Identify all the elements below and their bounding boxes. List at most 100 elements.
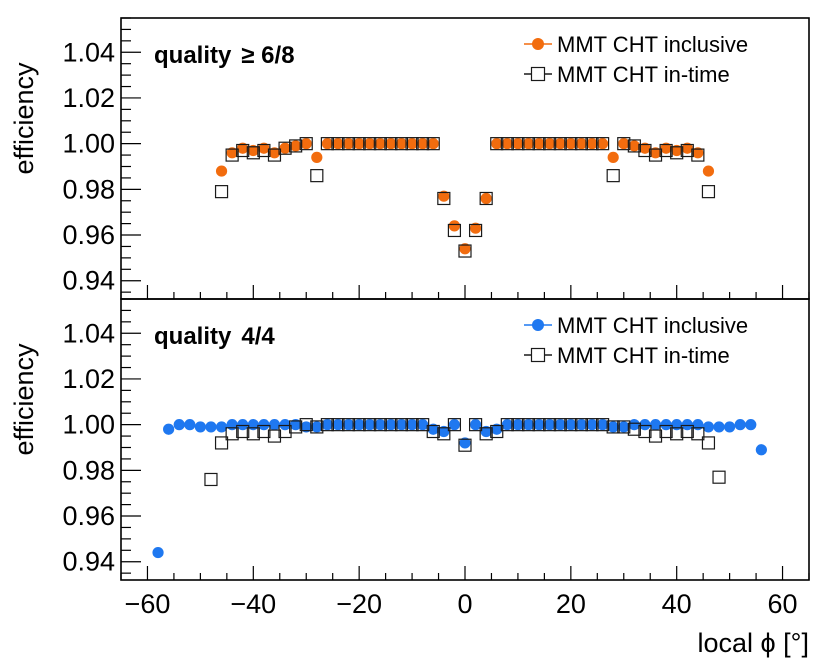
data-point-in-time — [574, 137, 589, 151]
data-point-inclusive — [353, 419, 365, 431]
data-point-in-time — [384, 137, 398, 151]
data-point-inclusive — [374, 138, 386, 150]
data-point-in-time — [426, 137, 440, 151]
data-point-inclusive — [660, 142, 672, 154]
x-tick-label: −60 — [125, 589, 171, 619]
data-point-in-time — [617, 420, 631, 434]
data-point-inclusive — [618, 138, 630, 150]
data-point-in-time — [553, 137, 567, 151]
data-point-inclusive — [438, 425, 450, 438]
data-point-inclusive — [226, 419, 238, 431]
data-point-inclusive — [639, 142, 651, 154]
data-point-in-time — [257, 424, 271, 439]
data-point-in-time — [405, 137, 419, 151]
data-point-in-time — [246, 146, 260, 160]
data-point-in-time — [490, 424, 504, 439]
data-point-inclusive — [353, 138, 365, 150]
data-point-inclusive — [258, 142, 270, 154]
data-point-inclusive — [575, 419, 588, 431]
data-point-inclusive — [417, 138, 429, 150]
data-point-inclusive — [215, 421, 228, 433]
data-point-inclusive — [342, 419, 355, 431]
data-point-in-time — [585, 137, 599, 151]
x-tick-label: −40 — [230, 589, 276, 619]
data-point-in-time — [257, 143, 271, 158]
data-point-inclusive — [406, 138, 418, 150]
data-point-inclusive — [618, 421, 630, 433]
legends: MMT CHT inclusive MMT CHT in-time MMT CHT … — [524, 32, 748, 368]
panel-quality-label: quality ≥ 6/8 — [154, 42, 295, 69]
quality-label-prefix: quality — [154, 42, 232, 69]
data-point-in-time — [543, 137, 557, 151]
data-point-in-time — [225, 148, 239, 162]
data-point-inclusive — [226, 147, 238, 159]
data-point-inclusive — [163, 423, 175, 435]
data-point-inclusive — [311, 151, 323, 163]
data-point-inclusive — [448, 419, 461, 431]
data-point-in-time — [458, 438, 472, 452]
data-point-in-time — [310, 169, 324, 183]
data-point-inclusive — [597, 419, 609, 431]
data-point-inclusive — [459, 437, 471, 449]
data-point-in-time — [236, 143, 250, 158]
data-point-in-time — [521, 418, 536, 432]
data-point-in-time — [532, 418, 546, 432]
data-point-in-time — [373, 137, 387, 151]
data-point-inclusive — [671, 419, 683, 431]
data-point-inclusive — [173, 419, 185, 431]
data-point-in-time — [659, 424, 673, 439]
x-tick-label: 40 — [662, 589, 692, 619]
quality-label-prefix: quality — [154, 323, 232, 350]
data-point-inclusive — [597, 138, 609, 150]
data-point-in-time — [384, 418, 398, 432]
data-point-inclusive — [385, 419, 397, 431]
data-point-inclusive — [469, 222, 482, 234]
data-point-in-time — [595, 137, 610, 151]
y-tick-label: 1.04 — [62, 318, 115, 348]
data-point-inclusive — [279, 142, 291, 154]
data-point-inclusive — [586, 419, 598, 431]
data-point-in-time — [490, 137, 504, 151]
data-point-inclusive — [544, 419, 556, 431]
data-point-in-time — [310, 420, 324, 434]
data-point-in-time — [416, 137, 430, 151]
data-point-inclusive — [544, 138, 556, 150]
data-point-inclusive — [533, 138, 545, 150]
data-point-in-time — [447, 223, 462, 238]
data-point-in-time — [659, 143, 673, 158]
data-point-inclusive — [501, 138, 513, 150]
data-point-in-time — [320, 418, 334, 432]
data-point-inclusive — [395, 419, 408, 431]
data-point-inclusive — [501, 419, 513, 431]
data-point-in-time — [394, 418, 409, 432]
data-point-in-time — [468, 223, 483, 238]
data-point-inclusive — [533, 419, 545, 431]
data-point-inclusive — [321, 138, 333, 150]
data-point-inclusive — [681, 419, 693, 431]
x-tick-label: 60 — [768, 589, 798, 619]
data-point-inclusive — [385, 138, 397, 150]
data-point-inclusive — [575, 138, 588, 150]
data-point-inclusive — [290, 419, 302, 431]
data-point-inclusive — [755, 444, 767, 456]
data-point-in-time — [299, 418, 313, 432]
data-point-in-time — [648, 429, 663, 443]
data-point-in-time — [648, 148, 663, 162]
data-point-inclusive — [290, 140, 302, 152]
data-point-in-time — [701, 436, 716, 450]
data-point-in-time — [352, 137, 366, 151]
data-point-in-time — [627, 139, 641, 153]
data-point-in-time — [341, 418, 356, 432]
data-point-in-time — [437, 191, 451, 206]
data-point-inclusive — [321, 419, 333, 431]
data-point-in-time — [331, 137, 345, 151]
data-point-in-time — [331, 418, 345, 432]
data-point-in-time — [405, 418, 419, 432]
data-point-inclusive — [332, 138, 344, 150]
data-point-in-time — [680, 424, 694, 439]
data-point-inclusive — [311, 421, 323, 433]
labels: 0.94 0.96 0.98 1.00 1.02 1.04 efficiency qualit… — [9, 37, 809, 658]
data-point-in-time — [532, 137, 546, 151]
data-point-in-time — [468, 418, 483, 432]
